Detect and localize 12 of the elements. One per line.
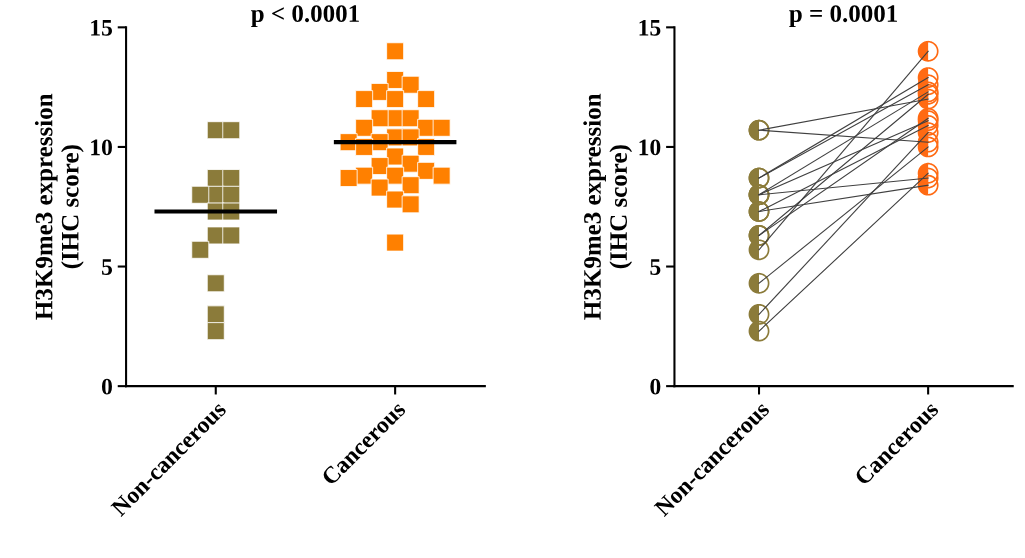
y-tick-label: 5 (650, 259, 661, 275)
chart-title: p < 0.0001 (251, 5, 359, 28)
y-tick-label: 0 (101, 378, 112, 395)
y-tick-label: 15 (639, 19, 661, 36)
y-tick-label: 0 (650, 378, 661, 395)
y-tick-label: 10 (91, 139, 112, 156)
y-axis-title: H3K9me3 expression (IHC score) (583, 93, 633, 320)
y-tick-label: 15 (91, 19, 113, 36)
y-tick-label: 5 (102, 259, 113, 275)
y-axis-title: H3K9me3 expression (IHC score) (34, 93, 84, 320)
y-tick-label: 10 (639, 139, 661, 156)
chart-title: p = 0.0001 (789, 5, 897, 28)
